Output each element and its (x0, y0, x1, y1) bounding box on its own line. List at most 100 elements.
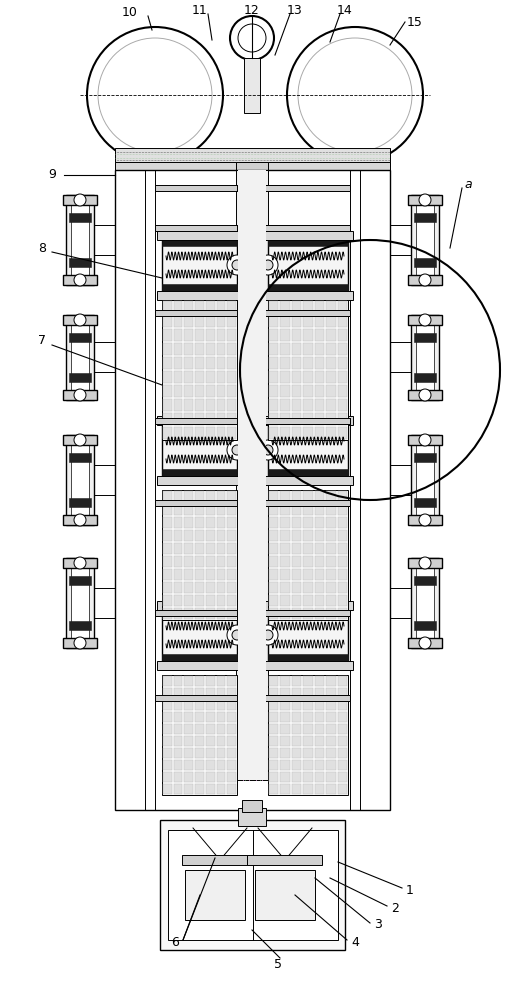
Bar (63, 435, 97, 445)
Bar (326, 491, 335, 502)
Bar (174, 748, 182, 758)
Bar (184, 543, 193, 554)
Bar (269, 413, 278, 425)
Bar (174, 371, 182, 383)
Bar (337, 543, 347, 554)
Bar (280, 329, 290, 341)
Bar (217, 556, 225, 567)
Bar (71, 438, 89, 522)
Bar (195, 582, 204, 593)
Bar (217, 748, 225, 758)
Bar (315, 784, 324, 794)
Bar (174, 608, 182, 619)
Bar (269, 582, 278, 593)
Bar (155, 610, 350, 616)
Circle shape (258, 255, 278, 275)
Bar (315, 530, 324, 541)
Bar (174, 504, 182, 515)
Bar (206, 700, 215, 710)
Bar (292, 543, 301, 554)
Bar (315, 736, 324, 746)
Bar (269, 700, 278, 710)
Bar (162, 284, 237, 291)
Bar (206, 329, 215, 341)
Bar (184, 582, 193, 593)
Bar (337, 784, 347, 794)
Bar (304, 736, 313, 746)
Bar (227, 343, 236, 355)
Bar (184, 688, 193, 698)
Bar (268, 239, 348, 246)
Bar (115, 148, 390, 166)
Bar (115, 170, 390, 810)
Bar (217, 301, 225, 313)
Bar (337, 343, 347, 355)
Bar (269, 569, 278, 580)
Bar (315, 582, 324, 593)
Bar (280, 315, 290, 327)
Bar (315, 399, 324, 411)
Bar (414, 258, 436, 267)
Bar (206, 688, 215, 698)
Bar (414, 453, 436, 462)
Bar (304, 413, 313, 425)
Bar (174, 301, 182, 313)
Bar (236, 170, 268, 780)
Bar (337, 399, 347, 411)
Bar (184, 736, 193, 746)
Bar (414, 333, 436, 342)
Bar (337, 357, 347, 369)
Bar (315, 315, 324, 327)
Bar (269, 427, 278, 439)
Bar (292, 700, 301, 710)
Bar (292, 595, 301, 606)
Bar (408, 435, 442, 445)
Bar (304, 543, 313, 554)
Circle shape (74, 637, 86, 649)
Bar (227, 491, 236, 502)
Bar (292, 315, 301, 327)
Bar (195, 343, 204, 355)
Bar (162, 239, 237, 246)
Bar (162, 469, 237, 476)
Bar (227, 357, 236, 369)
Bar (195, 543, 204, 554)
Bar (174, 582, 182, 593)
Bar (69, 373, 91, 382)
Bar (162, 490, 237, 620)
Bar (326, 413, 335, 425)
Bar (162, 239, 237, 291)
Circle shape (74, 389, 86, 401)
Bar (326, 385, 335, 397)
Bar (337, 582, 347, 593)
Bar (227, 688, 236, 698)
Bar (163, 413, 172, 425)
Bar (326, 329, 335, 341)
Bar (174, 543, 182, 554)
Bar (304, 748, 313, 758)
Text: 13: 13 (287, 3, 303, 16)
Bar (217, 608, 225, 619)
Bar (337, 491, 347, 502)
Bar (326, 748, 335, 758)
Bar (163, 399, 172, 411)
Bar (195, 569, 204, 580)
Bar (280, 700, 290, 710)
Bar (157, 231, 242, 240)
Bar (337, 608, 347, 619)
Bar (206, 343, 215, 355)
Bar (227, 427, 236, 439)
Bar (315, 595, 324, 606)
Bar (326, 724, 335, 734)
Bar (163, 530, 172, 541)
Bar (268, 424, 348, 476)
Bar (304, 427, 313, 439)
Bar (195, 491, 204, 502)
Bar (217, 582, 225, 593)
Bar (227, 385, 236, 397)
Bar (69, 621, 91, 630)
Bar (269, 736, 278, 746)
Bar (411, 315, 439, 400)
Bar (155, 418, 350, 424)
Bar (184, 385, 193, 397)
